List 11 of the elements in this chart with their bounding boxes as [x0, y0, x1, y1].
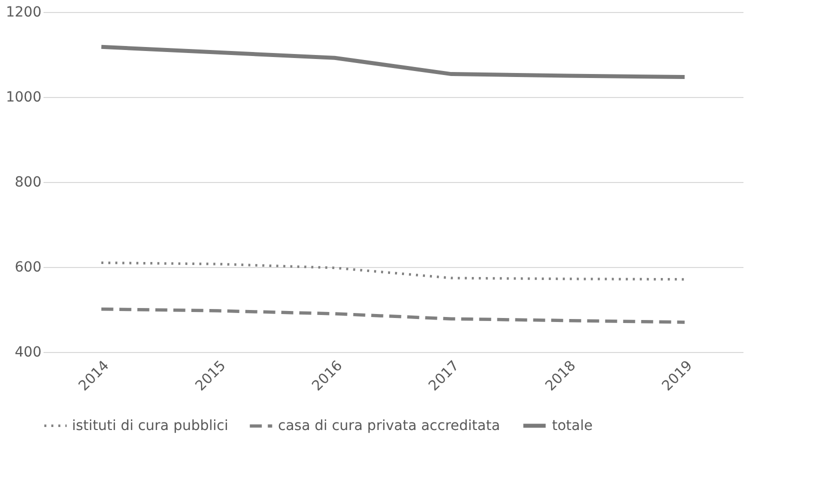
y-tick-label: 800	[14, 174, 42, 190]
line-series	[99, 44, 687, 80]
line-series	[100, 262, 686, 281]
legend-label: casa di cura privata accreditata	[278, 418, 500, 434]
line-series	[100, 307, 686, 324]
legend-label: totale	[552, 418, 593, 434]
y-tick-label: 600	[14, 260, 42, 276]
legend-label: istituti di cura pubblici	[72, 418, 228, 434]
y-tick-label: 400	[14, 344, 42, 360]
y-tick-label: 1000	[6, 90, 42, 106]
y-tick-label: 1200	[6, 4, 42, 20]
